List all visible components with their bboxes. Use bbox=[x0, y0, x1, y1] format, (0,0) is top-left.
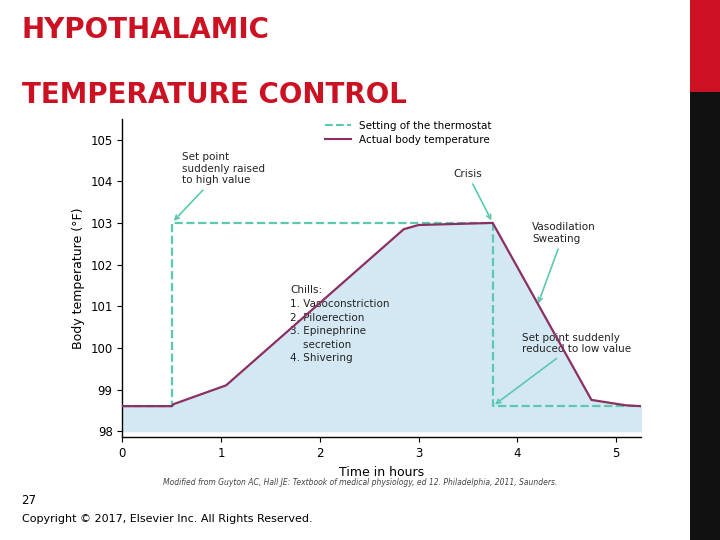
Text: Set point
suddenly raised
to high value: Set point suddenly raised to high value bbox=[175, 152, 265, 220]
Y-axis label: Body temperature (°F): Body temperature (°F) bbox=[72, 207, 85, 349]
Text: HYPOTHALAMIC: HYPOTHALAMIC bbox=[22, 16, 269, 44]
Text: 27: 27 bbox=[22, 494, 37, 507]
Text: Set point suddenly
reduced to low value: Set point suddenly reduced to low value bbox=[496, 333, 631, 403]
Text: Vasodilation
Sweating: Vasodilation Sweating bbox=[532, 222, 596, 302]
Legend: Setting of the thermostat, Actual body temperature: Setting of the thermostat, Actual body t… bbox=[325, 121, 492, 145]
Text: Chills:
1. Vasoconstriction
2. Piloerection
3. Epinephrine
    secretion
4. Shiv: Chills: 1. Vasoconstriction 2. Piloerect… bbox=[290, 285, 390, 363]
Text: Copyright © 2017, Elsevier Inc. All Rights Reserved.: Copyright © 2017, Elsevier Inc. All Righ… bbox=[22, 514, 312, 524]
X-axis label: Time in hours: Time in hours bbox=[339, 465, 424, 478]
Text: TEMPERATURE CONTROL: TEMPERATURE CONTROL bbox=[22, 81, 407, 109]
Text: Crisis: Crisis bbox=[453, 169, 490, 219]
Text: Modified from Guyton AC, Hall JE: Textbook of medical physiology, ed 12. Philade: Modified from Guyton AC, Hall JE: Textbo… bbox=[163, 478, 557, 487]
